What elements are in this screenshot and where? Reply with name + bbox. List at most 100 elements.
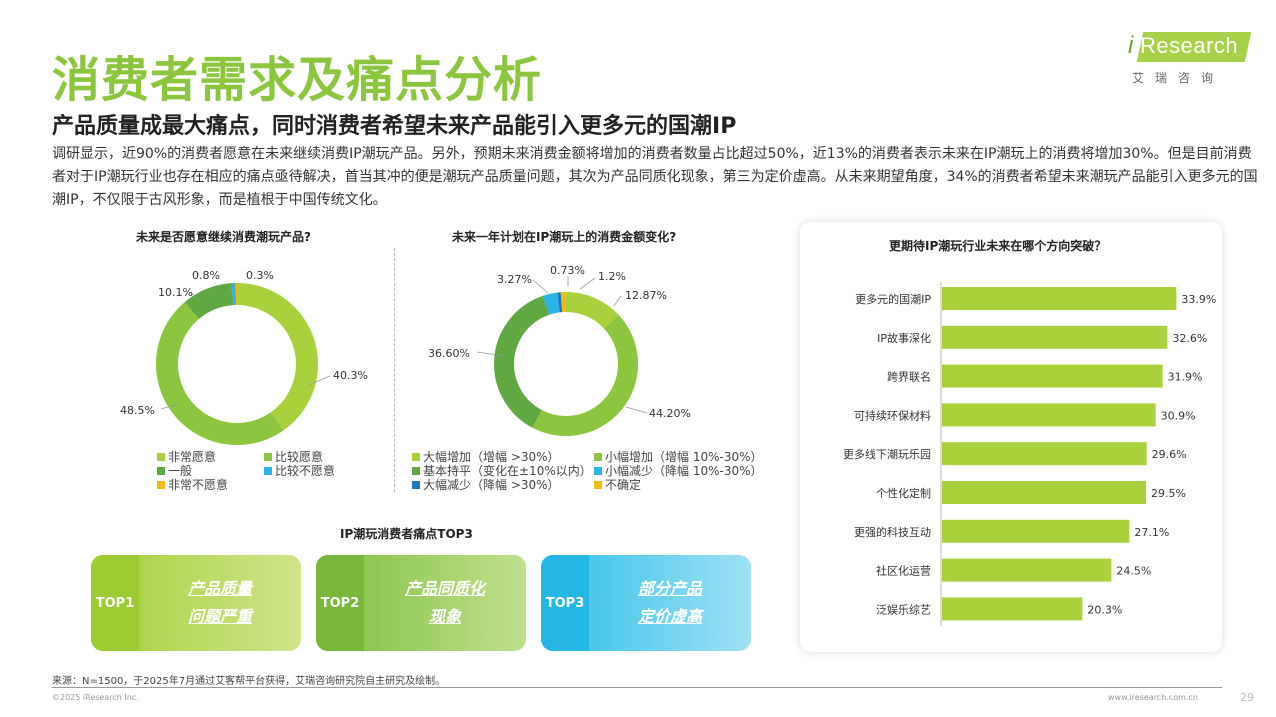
legend-swatch	[157, 481, 165, 489]
logo-cn-text: 艾瑞咨询	[1132, 71, 1225, 85]
legend-item: 大幅增加（增幅 >30%）	[412, 448, 560, 465]
chart1-label-neutral: 10.1%	[158, 286, 193, 299]
donut-slice-1	[156, 283, 318, 445]
leader-line	[229, 283, 233, 294]
legend-item: 比较不愿意	[264, 462, 335, 479]
legend-swatch	[594, 467, 602, 475]
chart1-label-very-unwilling: 0.3%	[246, 269, 274, 282]
bar-value-label: 31.9%	[1168, 371, 1203, 384]
bar-category-label: 跨界联名	[887, 370, 931, 384]
leader-line	[476, 351, 505, 357]
chart3-title: 更期待IP潮玩行业未来在哪个方向突破？	[889, 239, 1107, 253]
legend-item: 大幅减少（降幅 >30%）	[412, 476, 560, 493]
website-link[interactable]: www.iresearch.com.cn	[1108, 693, 1198, 702]
bar-category-label: 社区化运营	[876, 564, 931, 578]
logo-text: Research	[1140, 33, 1239, 58]
bar-category-label: 更强的科技互动	[854, 525, 931, 539]
top2-text: 产品同质化 现象	[404, 579, 485, 626]
legend-swatch	[157, 467, 165, 475]
logo-mark: i	[1128, 32, 1134, 59]
legend-swatch	[157, 453, 165, 461]
bar-category-label: 更多元的国潮IP	[855, 292, 931, 306]
top1-text: 产品质量 问题严重	[187, 579, 252, 626]
page-title: 消费者需求及痛点分析	[52, 52, 543, 108]
legend-item: 一般	[157, 462, 192, 479]
legend-swatch	[264, 453, 272, 461]
bar-value-label: 29.6%	[1152, 448, 1187, 461]
bar-4	[942, 442, 1147, 466]
chart2-label-sharp-decrease: 0.73%	[550, 264, 585, 277]
top3-text: 部分产品 定价虚高	[637, 579, 702, 626]
bar-value-label: 27.1%	[1134, 526, 1169, 539]
chart2-label-uncertain: 1.2%	[598, 270, 626, 283]
leader-line	[613, 295, 622, 307]
legend-swatch	[412, 467, 420, 475]
top2-card: TOP2 产品同质化 现象	[316, 555, 526, 651]
bar-6	[942, 519, 1130, 543]
bar-category-label: 更多线下潮玩乐园	[843, 447, 931, 461]
bar-value-label: 24.5%	[1116, 565, 1151, 578]
chart1-label-very-willing: 40.3%	[333, 369, 368, 382]
bar-value-label: 29.5%	[1151, 487, 1186, 500]
bar-5	[942, 481, 1146, 504]
chart-divider	[394, 248, 395, 492]
legend-item: 不确定	[594, 476, 641, 493]
donut-slice-2	[494, 292, 638, 436]
legend-swatch	[264, 467, 272, 475]
leader-line	[625, 406, 648, 414]
top3-card: TOP3 部分产品 定价虚高	[541, 555, 751, 651]
bar-7	[942, 558, 1112, 582]
bar-category-label: 可持续环保材料	[854, 408, 931, 422]
legend-item: 非常愿意	[157, 448, 216, 465]
top1-card: TOP1 产品质量 问题严重	[91, 555, 301, 651]
top1-tag: TOP1	[91, 555, 139, 651]
bar-8	[942, 597, 1083, 621]
bar-category-label: 个性化定制	[876, 486, 931, 500]
legend-swatch	[412, 481, 420, 489]
legend-swatch	[594, 453, 602, 461]
top2-tag: TOP2	[316, 555, 364, 651]
pain-points-title: IP潮玩消费者痛点TOP3	[340, 527, 473, 541]
copyright: ©2025 iResearch Inc.	[52, 693, 139, 702]
leader-line	[532, 279, 549, 294]
chart2-label-slight-decrease: 3.27%	[497, 273, 532, 286]
page-subtitle: 产品质量成最大痛点，同时消费者希望未来产品能引入更多元的国潮IP	[52, 114, 737, 139]
donut-slice-1	[494, 292, 638, 436]
bar-category-label: 泛娱乐综艺	[876, 602, 931, 616]
legend-item: 小幅增加（增幅 10%-30%）	[594, 448, 763, 465]
bar-value-label: 20.3%	[1087, 603, 1122, 616]
leader-line	[579, 277, 596, 290]
bar-3	[942, 403, 1156, 427]
bar-0	[942, 287, 1177, 310]
description-paragraph: 调研显示，近90%的消费者愿意在未来继续消费IP潮玩产品。另外，预期未来消费金额…	[52, 146, 1258, 208]
chart1-label-willing: 48.5%	[120, 404, 155, 417]
bar-2	[942, 364, 1163, 388]
legend-item: 小幅减少（降幅 10%-30%）	[594, 462, 763, 479]
donut-slice-4	[156, 283, 318, 445]
page-number: 29	[1240, 691, 1254, 704]
legend-item: 基本持平（变化在±10%以内）	[412, 462, 592, 479]
bar-value-label: 33.9%	[1181, 293, 1216, 306]
chart1-title: 未来是否愿意继续消费潮玩产品?	[136, 230, 311, 244]
legend-item: 非常不愿意	[157, 476, 228, 493]
leader-line	[189, 291, 201, 302]
top3-tag: TOP3	[541, 555, 589, 651]
leader-line	[308, 375, 331, 386]
iresearch-logo: i Research 艾瑞咨询	[1118, 28, 1252, 86]
leader-line	[160, 403, 179, 410]
bar-1	[942, 325, 1168, 349]
footer-divider	[52, 687, 1222, 688]
legend-swatch	[594, 481, 602, 489]
legend-swatch	[412, 453, 420, 461]
chart2-label-sharp-increase: 12.87%	[625, 289, 667, 302]
source-note: 来源：N=1500，于2025年7月通过艾客帮平台获得，艾瑞咨询研究院自主研究及…	[52, 676, 446, 687]
legend-item: 比较愿意	[264, 448, 323, 465]
chart1-label-unwilling: 0.8%	[192, 269, 220, 282]
chart2-title: 未来一年计划在IP潮玩上的消费金额变化?	[452, 230, 677, 244]
bar-value-label: 30.9%	[1161, 409, 1196, 422]
bar-value-label: 32.6%	[1172, 332, 1207, 345]
bar-category-label: IP故事深化	[877, 331, 931, 345]
chart2-label-flat: 36.60%	[428, 347, 470, 360]
